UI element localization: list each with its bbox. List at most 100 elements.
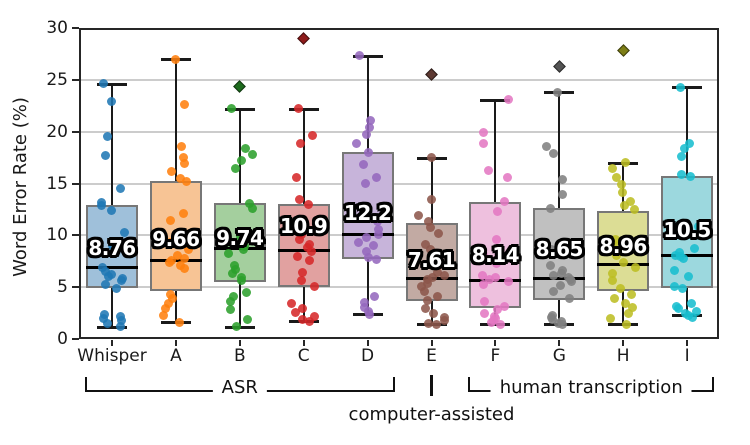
box-g xyxy=(533,208,586,300)
data-point xyxy=(676,82,686,92)
data-point xyxy=(479,250,489,260)
data-point xyxy=(179,100,189,110)
mean-value-label: 8.65 xyxy=(535,237,584,262)
mean-value-label: 8.14 xyxy=(471,242,520,267)
data-point xyxy=(557,190,567,200)
data-point xyxy=(226,297,236,307)
data-point xyxy=(433,268,443,278)
data-point xyxy=(100,279,110,289)
data-point xyxy=(96,200,106,210)
x-tick-label-b: B xyxy=(233,346,246,366)
data-point xyxy=(431,319,441,329)
data-point xyxy=(294,234,304,244)
y-tick-mark xyxy=(72,78,79,81)
data-point xyxy=(158,310,168,320)
box-f xyxy=(469,202,522,308)
data-point xyxy=(306,247,316,257)
data-point xyxy=(434,260,444,270)
data-point xyxy=(232,322,242,332)
box-a xyxy=(149,181,202,292)
y-tick-label: 30 xyxy=(46,18,68,38)
data-point xyxy=(427,194,437,204)
data-point xyxy=(556,280,566,290)
gridline-25 xyxy=(81,78,717,81)
data-point xyxy=(560,240,570,250)
data-point xyxy=(178,209,188,219)
data-point xyxy=(180,159,190,169)
data-point xyxy=(423,318,433,328)
whisker-cap-high xyxy=(672,86,703,90)
gridline-20 xyxy=(81,130,717,133)
data-point xyxy=(487,317,497,327)
data-point xyxy=(617,188,627,198)
y-tick-mark xyxy=(72,286,79,289)
data-point xyxy=(490,273,500,283)
data-point xyxy=(102,318,112,328)
y-tick-label: 10 xyxy=(46,225,68,246)
data-point xyxy=(478,271,488,281)
data-point xyxy=(439,315,449,325)
whisker-cap-high xyxy=(288,107,319,111)
x-tick-label-g: G xyxy=(552,346,566,366)
data-point xyxy=(354,51,364,61)
data-point xyxy=(361,247,371,257)
x-tick-mark xyxy=(622,340,625,346)
y-tick-label: 20 xyxy=(46,121,68,142)
data-point xyxy=(677,152,687,162)
data-point xyxy=(422,278,432,288)
gridline-15 xyxy=(81,182,717,185)
data-point xyxy=(247,149,257,159)
data-point xyxy=(479,279,489,289)
x-tick-label-h: H xyxy=(616,346,630,366)
data-point xyxy=(428,308,438,318)
data-point xyxy=(424,217,433,227)
x-tick-mark xyxy=(302,340,305,346)
group-label: computer-assisted xyxy=(348,404,515,425)
whisker-line xyxy=(558,92,561,325)
data-point xyxy=(227,269,237,279)
whisker-cap-high xyxy=(480,98,511,102)
data-point xyxy=(491,258,501,268)
data-point xyxy=(492,305,502,315)
data-point xyxy=(495,319,505,329)
data-point xyxy=(566,277,576,287)
data-point xyxy=(243,314,253,324)
data-point xyxy=(503,277,513,287)
data-point xyxy=(611,234,621,244)
x-tick-mark xyxy=(238,340,241,346)
data-point xyxy=(238,245,248,255)
data-point xyxy=(161,304,171,314)
data-point xyxy=(547,314,557,324)
data-point xyxy=(364,147,374,157)
median-line xyxy=(86,266,138,270)
data-point xyxy=(364,252,374,262)
data-point xyxy=(371,172,381,182)
data-point xyxy=(359,160,369,170)
data-point xyxy=(296,138,306,148)
data-point xyxy=(98,313,108,323)
x-tick-mark xyxy=(366,340,369,346)
box-h xyxy=(597,211,650,292)
data-point xyxy=(180,253,190,263)
data-point xyxy=(432,291,442,301)
data-point xyxy=(480,308,490,318)
whisker-cap-low xyxy=(480,323,511,327)
mean-value-label: 9.66 xyxy=(152,226,200,251)
data-point xyxy=(558,319,568,329)
data-point xyxy=(360,179,370,188)
data-point xyxy=(297,314,307,324)
data-point xyxy=(546,245,556,255)
data-point xyxy=(426,153,436,163)
whisker-cap-high xyxy=(352,54,383,58)
data-point xyxy=(677,283,687,293)
data-point xyxy=(426,222,436,232)
data-point xyxy=(619,257,629,267)
x-tick-mark xyxy=(111,340,113,346)
data-point xyxy=(173,250,183,260)
data-point xyxy=(374,229,384,239)
data-point xyxy=(492,206,502,216)
data-point xyxy=(365,309,375,319)
data-point xyxy=(624,308,634,318)
data-point xyxy=(421,240,431,250)
